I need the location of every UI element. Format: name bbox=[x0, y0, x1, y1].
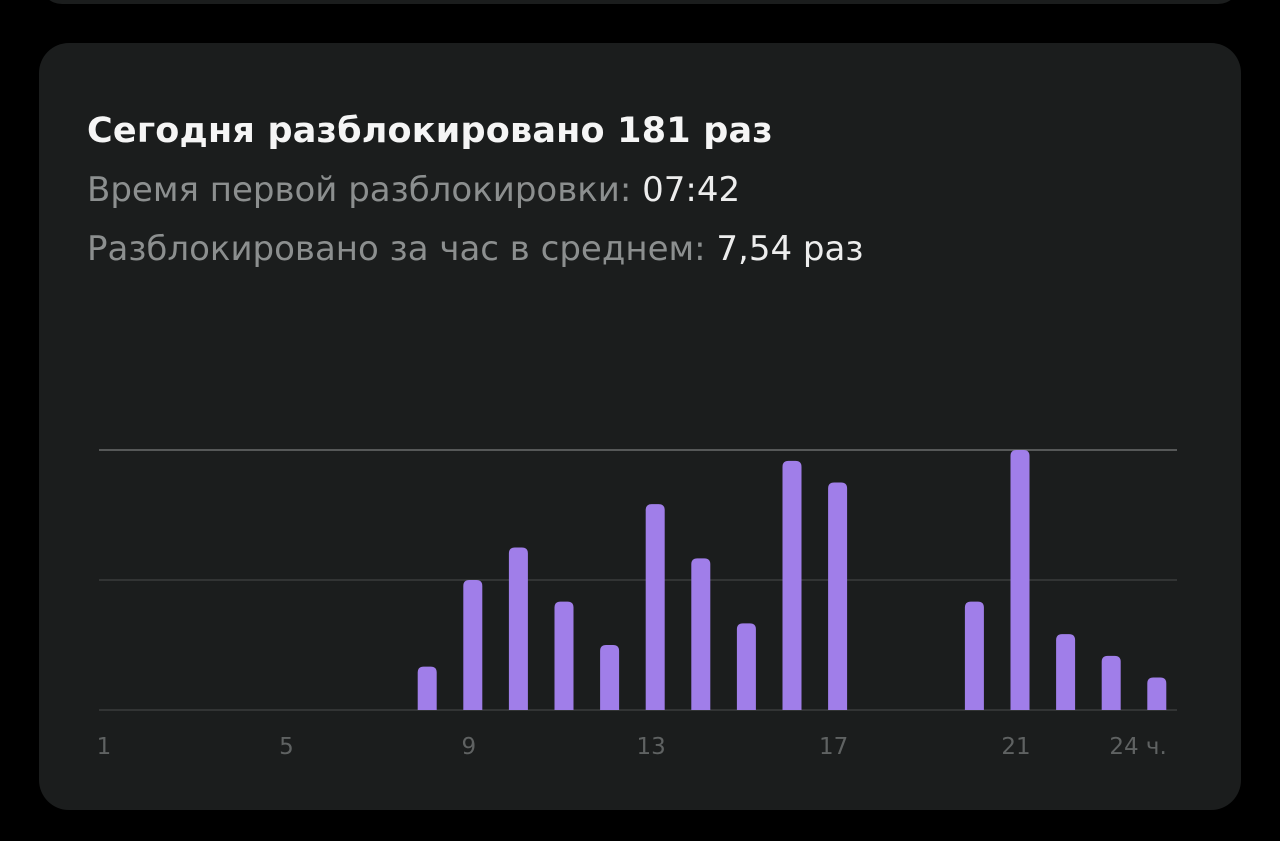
hourly-average-value: 7,54 раз bbox=[716, 229, 864, 269]
first-unlock-label: Время первой разблокировки: bbox=[87, 170, 643, 210]
bar-hour-8 bbox=[417, 666, 437, 710]
x-tick-label: 9 bbox=[461, 734, 476, 760]
bar-hour-16 bbox=[782, 460, 802, 710]
bar-hour-13 bbox=[645, 504, 665, 710]
bar-hour-21 bbox=[1010, 450, 1030, 710]
bar-hour-9 bbox=[463, 580, 483, 710]
first-unlock-value: 07:42 bbox=[642, 170, 741, 210]
x-tick-label: 24 ч. bbox=[1109, 734, 1166, 760]
x-tick-label: 5 bbox=[279, 734, 294, 760]
hourly-average-label: Разблокировано за час в среднем: bbox=[87, 229, 717, 269]
bar-hour-20 bbox=[964, 601, 984, 710]
unlocks-today-title: Сегодня разблокировано 181 раз bbox=[87, 111, 773, 151]
previous-card-edge bbox=[40, 0, 1240, 4]
hourly-average-line: Разблокировано за час в среднем: 7,54 ра… bbox=[87, 229, 863, 269]
bar-hour-22 bbox=[1056, 634, 1076, 710]
first-unlock-line: Время первой разблокировки: 07:42 bbox=[87, 170, 740, 210]
bar-hour-24 bbox=[1147, 677, 1167, 710]
bar-hour-10 bbox=[508, 547, 528, 710]
x-tick-label: 13 bbox=[637, 734, 666, 760]
bar-hour-12 bbox=[600, 645, 620, 710]
bar-hour-11 bbox=[554, 601, 574, 710]
x-tick-label: 1 bbox=[97, 734, 112, 760]
bar-hour-15 bbox=[736, 623, 756, 710]
bar-hour-23 bbox=[1101, 655, 1121, 710]
bar-hour-17 bbox=[828, 482, 848, 710]
x-tick-label: 17 bbox=[819, 734, 848, 760]
unlock-stats-card: Сегодня разблокировано 181 раз Время пер… bbox=[39, 43, 1241, 810]
bar-hour-14 bbox=[691, 558, 711, 710]
x-tick-label: 21 bbox=[1001, 734, 1030, 760]
